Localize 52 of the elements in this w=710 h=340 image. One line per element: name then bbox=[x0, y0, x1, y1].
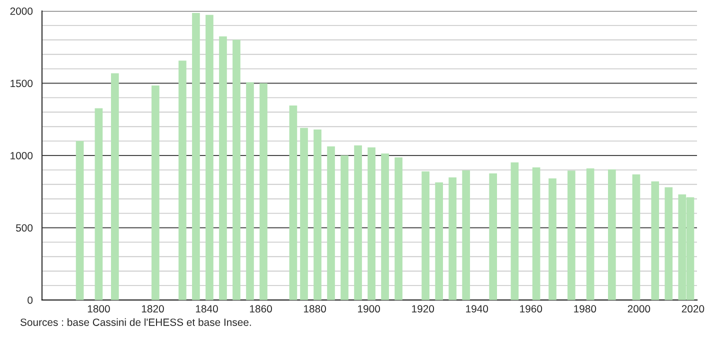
bar bbox=[586, 168, 594, 300]
x-tick-label: 1980 bbox=[574, 305, 596, 313]
bar bbox=[94, 108, 103, 300]
x-tick-label: 1820 bbox=[142, 305, 164, 313]
bar bbox=[489, 173, 497, 300]
bar bbox=[632, 174, 640, 300]
bar bbox=[111, 73, 119, 300]
bar bbox=[435, 182, 443, 300]
y-tick-label: 1500 bbox=[10, 80, 33, 88]
bar bbox=[448, 177, 456, 300]
bar bbox=[76, 141, 84, 300]
x-tick-label: 2000 bbox=[628, 305, 650, 313]
bar bbox=[381, 153, 389, 300]
y-tick-label: 0 bbox=[28, 296, 33, 304]
x-tick-label: 1900 bbox=[358, 305, 380, 313]
bar bbox=[422, 171, 430, 300]
source-note: Sources : base Cassini de l'EHESS et base Insee. bbox=[20, 318, 251, 326]
bar bbox=[368, 147, 376, 300]
bar bbox=[394, 157, 402, 300]
y-tick-label: 2000 bbox=[10, 8, 33, 15]
bar bbox=[354, 145, 362, 300]
bar bbox=[532, 167, 540, 300]
bar bbox=[206, 14, 214, 300]
bar bbox=[340, 155, 348, 300]
x-tick-label: 1920 bbox=[412, 305, 434, 313]
bar bbox=[260, 83, 268, 300]
bar bbox=[664, 187, 673, 300]
bar bbox=[219, 36, 227, 300]
x-tick-label: 1960 bbox=[520, 305, 542, 313]
bar bbox=[314, 129, 322, 300]
x-tick-label: 1880 bbox=[304, 305, 326, 313]
x-tick-label: 1940 bbox=[466, 305, 488, 313]
bar bbox=[548, 178, 556, 300]
y-tick-label: 500 bbox=[16, 224, 33, 232]
bar bbox=[152, 86, 160, 300]
bar bbox=[192, 12, 200, 300]
bar bbox=[608, 169, 616, 300]
bar bbox=[567, 170, 576, 300]
x-tick-label: 1860 bbox=[250, 305, 272, 313]
bar bbox=[289, 106, 298, 300]
bar bbox=[178, 60, 186, 300]
bar bbox=[232, 40, 240, 300]
bar bbox=[327, 146, 335, 300]
bar bbox=[651, 181, 660, 300]
bar bbox=[462, 170, 470, 300]
bar bbox=[300, 128, 308, 300]
bar bbox=[246, 82, 254, 300]
x-tick-label: 2020 bbox=[682, 305, 704, 313]
x-tick-label: 1840 bbox=[196, 305, 218, 313]
x-tick-label: 1800 bbox=[88, 305, 110, 313]
bar bbox=[510, 162, 519, 300]
y-tick-label: 1000 bbox=[10, 152, 33, 160]
